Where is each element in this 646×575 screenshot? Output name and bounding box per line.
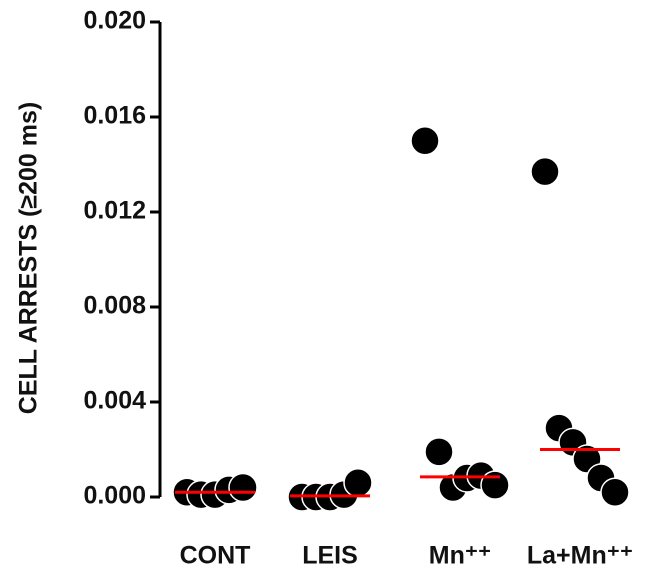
y-tick-label: 0.020 — [83, 7, 146, 35]
data-point — [228, 472, 258, 503]
y-tick-label: 0.004 — [83, 387, 146, 415]
data-point — [343, 468, 373, 498]
y-tick-label: 0.000 — [83, 482, 146, 510]
x-tick-label: Mn⁺⁺ — [429, 542, 492, 570]
data-point — [530, 156, 560, 187]
data-point — [410, 126, 440, 156]
x-tick-label: La+Mn⁺⁺ — [527, 542, 633, 570]
x-tick-label: LEIS — [302, 542, 358, 570]
data-point — [600, 477, 630, 507]
y-axis-title: CELL ARRESTS (≥200 ms) — [15, 102, 43, 414]
x-tick-label: CONT — [180, 542, 251, 570]
y-tick-label: 0.008 — [83, 292, 146, 320]
data-point — [424, 437, 454, 467]
y-tick-label: 0.016 — [83, 102, 146, 130]
y-tick-label: 0.012 — [83, 197, 146, 225]
